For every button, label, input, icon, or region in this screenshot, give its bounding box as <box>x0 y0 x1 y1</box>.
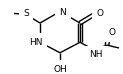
Text: N: N <box>60 8 66 17</box>
Text: OH: OH <box>53 65 67 74</box>
Text: S: S <box>23 9 29 18</box>
Text: NH: NH <box>89 50 103 59</box>
Text: O: O <box>97 9 103 18</box>
Text: HN: HN <box>29 38 43 47</box>
Text: O: O <box>108 28 115 37</box>
